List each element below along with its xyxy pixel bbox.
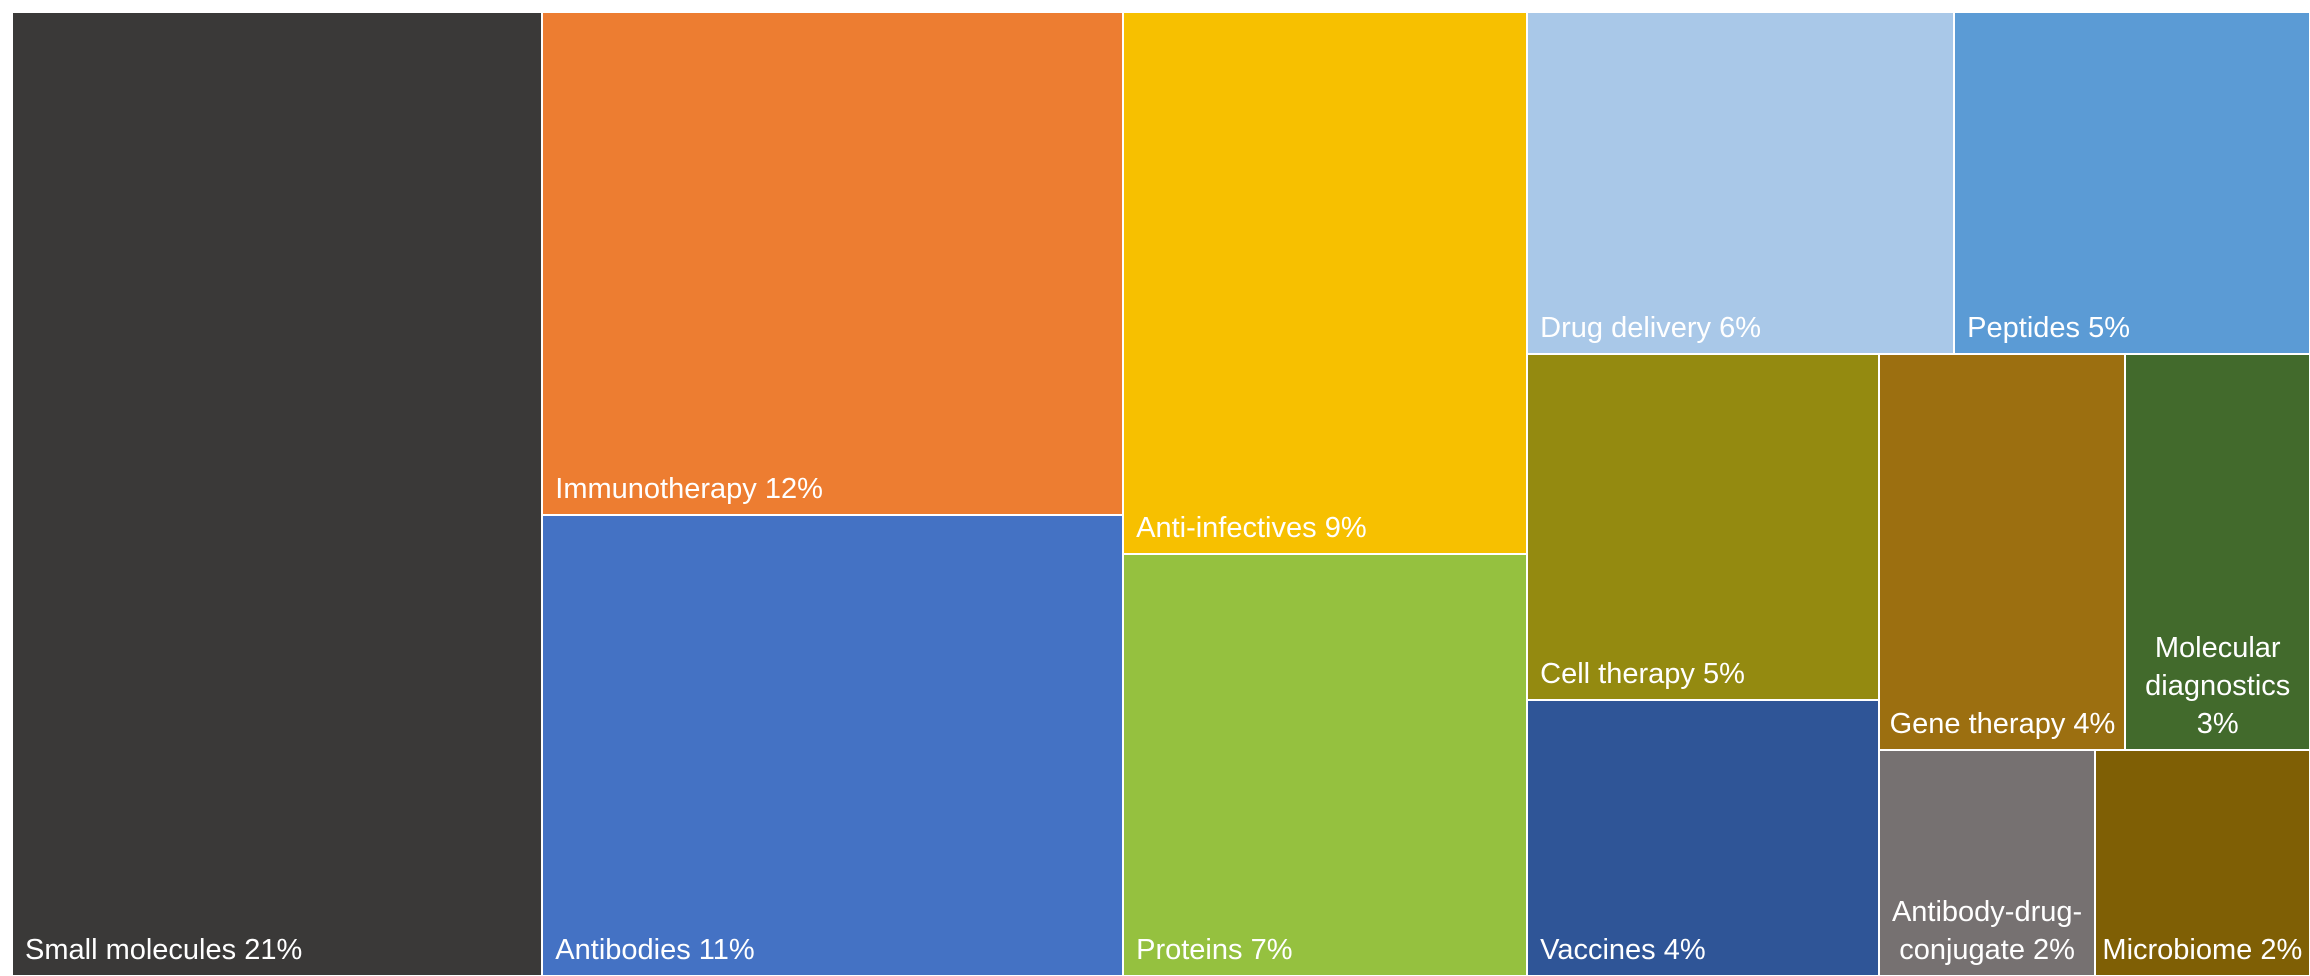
category-name: Anti-infectives bbox=[1136, 512, 1317, 545]
value-label: 2% bbox=[2260, 933, 2303, 966]
category-name: Molecular diagnostics bbox=[2145, 631, 2291, 702]
tile: Immunotherapy 12% bbox=[542, 12, 1124, 515]
tile: Peptides 5% bbox=[1954, 12, 2310, 355]
tile: Drug delivery 6% bbox=[1527, 12, 1955, 355]
category-name: Drug delivery bbox=[1540, 312, 1711, 345]
tile-label: Molecular diagnostics 3% bbox=[2126, 629, 2309, 749]
category-name: Peptides bbox=[1967, 312, 2081, 345]
tile-label: Antibodies 11% bbox=[543, 931, 1122, 975]
tile: Antibody-drug-conjugate 2% bbox=[1879, 749, 2095, 976]
tile-label: Small molecules 21% bbox=[13, 931, 541, 975]
value-label: 5% bbox=[2088, 312, 2130, 345]
value-label: 7% bbox=[1250, 934, 1293, 966]
category-name: Antibodies bbox=[555, 933, 691, 966]
tile: Anti-infectives 9% bbox=[1123, 12, 1528, 555]
category-name: Small molecules bbox=[25, 934, 237, 966]
tile: Molecular diagnostics 3% bbox=[2125, 354, 2310, 750]
tile: Cell therapy 5% bbox=[1527, 354, 1880, 700]
tile-label: Cell therapy 5% bbox=[1528, 655, 1878, 699]
value-label: 5% bbox=[1702, 657, 1745, 690]
tile-label: Anti-infectives 9% bbox=[1124, 509, 1526, 553]
category-name: Gene therapy bbox=[1889, 707, 2066, 740]
category-name: Cell therapy bbox=[1540, 657, 1695, 690]
tile: Proteins 7% bbox=[1123, 554, 1528, 976]
category-name: Proteins bbox=[1136, 934, 1243, 966]
tile-label: Microbiome 2% bbox=[2096, 931, 2309, 975]
treemap: Small molecules 21% Immunotherapy 12% Anti… bbox=[12, 12, 2310, 976]
tile: Small molecules 21% bbox=[12, 12, 543, 976]
value-label: 4% bbox=[2073, 707, 2116, 740]
tile-label: Gene therapy 4% bbox=[1880, 705, 2124, 749]
value-label: 2% bbox=[2033, 933, 2075, 966]
value-label: 11% bbox=[698, 933, 755, 966]
tile-label: Drug delivery 6% bbox=[1528, 309, 1953, 353]
value-label: 21% bbox=[244, 934, 303, 966]
category-name: Microbiome bbox=[2102, 933, 2253, 966]
value-label: 12% bbox=[764, 472, 823, 505]
tile: Microbiome 2% bbox=[2094, 749, 2310, 976]
value-label: 9% bbox=[1324, 512, 1367, 545]
tile: Gene therapy 4% bbox=[1879, 354, 2126, 750]
tile-label: Antibody-drug-conjugate 2% bbox=[1880, 893, 2093, 975]
tile: Vaccines 4% bbox=[1527, 699, 1880, 976]
tile-label: Proteins 7% bbox=[1124, 931, 1526, 975]
tile-label: Vaccines 4% bbox=[1528, 931, 1878, 975]
category-name: Immunotherapy bbox=[555, 472, 757, 505]
value-label: 6% bbox=[1719, 312, 1761, 345]
tile-label: Peptides 5% bbox=[1955, 309, 2309, 353]
value-label: 4% bbox=[1663, 933, 1706, 966]
category-name: Vaccines bbox=[1540, 933, 1656, 966]
value-label: 3% bbox=[2196, 707, 2239, 740]
category-name: Antibody-drug-conjugate bbox=[1891, 895, 2083, 966]
tile: Antibodies 11% bbox=[542, 514, 1124, 976]
tile-label: Immunotherapy 12% bbox=[543, 470, 1122, 514]
